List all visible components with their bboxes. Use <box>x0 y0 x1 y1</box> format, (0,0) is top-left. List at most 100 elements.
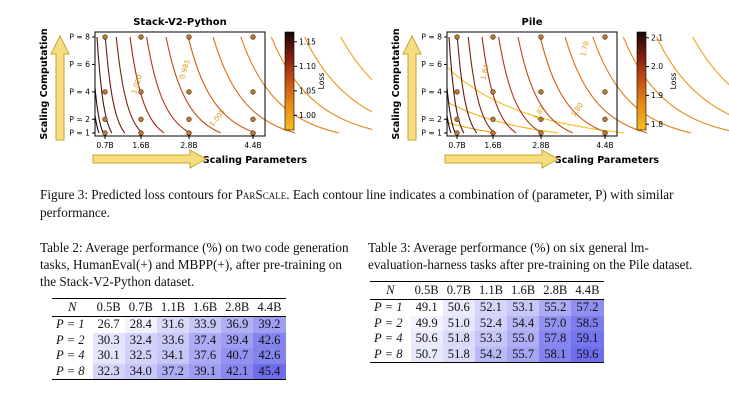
data-point <box>250 116 256 122</box>
table-cell: 37.6 <box>189 348 222 364</box>
x-tick-label: 2.8B <box>532 141 549 150</box>
table-row: P = 2 30.3 32.4 33.6 37.4 39.4 42.6 <box>52 332 286 348</box>
table-cell: 49.1 <box>410 299 443 316</box>
colorbar-label: Loss <box>317 73 326 90</box>
row-label: P = 1 <box>374 300 403 315</box>
table-cell: 45.4 <box>253 363 286 380</box>
table-cell: 42.6 <box>253 332 286 348</box>
table-cell: 54.2 <box>474 346 508 363</box>
data-point <box>250 34 256 40</box>
colorbar <box>636 31 647 131</box>
contour-line <box>592 36 692 134</box>
contour-line <box>212 36 296 134</box>
table-header-row: N 0.5B 0.7B 1.1B 1.6B 2.8B 4.4B <box>370 281 604 300</box>
row-label: P = 8 <box>56 363 85 378</box>
column-header-n: N <box>386 283 395 297</box>
x-tick-label: 1.6B <box>132 141 149 150</box>
table-cell: 59.6 <box>571 346 604 363</box>
data-point <box>538 116 544 122</box>
column-header: 4.4B <box>575 283 600 297</box>
method-name: ParScale <box>235 187 287 202</box>
table-cell: 55.7 <box>507 346 540 363</box>
data-point <box>602 89 608 95</box>
table-cell: 26.7 <box>92 316 125 333</box>
contour-line <box>564 36 648 134</box>
x-tick-label: 4.4B <box>244 141 261 150</box>
contour-line <box>187 36 257 134</box>
contour-line <box>481 36 517 134</box>
table-cell: 30.3 <box>92 332 125 348</box>
table-2: N 0.5B 0.7B 1.1B 1.6B 2.8B 4.4B P = 1 26.7 28.4 3… <box>52 298 286 380</box>
column-header: 0.7B <box>446 283 471 297</box>
y-tick-label: P = 1 <box>421 129 442 138</box>
table-header-row: N 0.5B 0.7B 1.1B 1.6B 2.8B 4.4B <box>52 298 286 317</box>
table-cell: 37.2 <box>156 363 190 380</box>
row-label: P = 4 <box>56 348 85 363</box>
data-point <box>602 130 608 136</box>
table-cell: 32.3 <box>92 363 125 380</box>
data-point <box>102 34 108 40</box>
table-row: P = 4 30.1 32.5 34.1 37.6 40.7 42.6 <box>52 348 286 364</box>
table-cell: 53.3 <box>474 331 508 347</box>
contour-line <box>656 36 729 115</box>
column-header-n: N <box>68 300 77 314</box>
data-point <box>138 89 144 95</box>
colorbar-tick-label: 1.8 <box>651 120 663 129</box>
table-row: P = 8 32.3 34.0 37.2 39.1 42.1 45.4 <box>52 363 286 380</box>
table-cell: 42.1 <box>221 363 254 380</box>
contour-label: 1.80 <box>570 101 585 118</box>
contour-line <box>165 36 222 134</box>
data-point <box>538 89 544 95</box>
colorbar <box>284 31 295 131</box>
table-cell: 58.1 <box>539 346 572 363</box>
plot-frame <box>94 31 266 137</box>
colorbar-tick-label: 1.15 <box>299 37 316 46</box>
column-header: 0.7B <box>128 300 153 314</box>
data-point <box>602 34 608 40</box>
colorbar-tick-label: 1.00 <box>299 111 316 120</box>
column-header: 1.6B <box>193 300 218 314</box>
data-point <box>138 130 144 136</box>
contour-line <box>456 36 478 134</box>
table-cell: 58.5 <box>571 315 604 331</box>
table-cell: 57.2 <box>571 299 604 316</box>
table-2-block: Table 2: Average performance (%) on two … <box>40 239 358 380</box>
x-tick-label: 2.8B <box>180 141 197 150</box>
table-row: P = 2 49.9 51.0 52.4 54.4 57.0 58.5 <box>370 315 604 331</box>
table-row: P = 4 50.6 51.8 53.3 55.0 57.8 59.1 <box>370 331 604 347</box>
y-axis-label: Scaling Computation <box>391 28 402 140</box>
data-point <box>454 116 460 122</box>
table-cell: 50.6 <box>442 299 475 316</box>
column-header: 0.5B <box>96 300 121 314</box>
contour-label: 1.84 <box>480 63 491 80</box>
y-axis-arrow <box>50 34 70 141</box>
data-point <box>538 34 544 40</box>
table-3-caption: Table 3: Average performance (%) on six … <box>368 240 693 272</box>
contour-line <box>498 36 543 134</box>
contour-label: 1.78 <box>579 40 591 57</box>
data-point <box>250 130 256 136</box>
table-row: P = 1 26.7 28.4 31.6 33.9 36.9 39.2 <box>52 316 286 333</box>
y-axis-arrow <box>402 34 422 141</box>
table-cell: 39.2 <box>253 316 286 333</box>
colorbar-tick-label: 1.05 <box>299 86 316 95</box>
table-cell: 57.0 <box>539 315 572 331</box>
column-header: 4.4B <box>257 300 282 314</box>
contour-label: 0.985 <box>178 59 192 81</box>
data-point <box>102 130 108 136</box>
plot-title: Stack-V2-Python <box>133 17 227 28</box>
data-point <box>490 89 496 95</box>
y-tick-label: P = 8 <box>69 33 90 42</box>
data-point <box>602 116 608 122</box>
y-axis-label: Scaling Computation <box>39 28 50 140</box>
column-header: 1.1B <box>160 300 186 314</box>
data-point <box>102 116 108 122</box>
row-label: P = 4 <box>374 331 403 346</box>
y-tick-label: P = 4 <box>69 87 90 96</box>
table-cell: 37.4 <box>189 332 222 348</box>
colorbar-tick-label: 1.9 <box>651 91 663 100</box>
colorbar-tick-label: 2.1 <box>651 33 663 42</box>
table-cell: 31.6 <box>156 316 190 333</box>
y-tick-label: P = 2 <box>421 115 442 124</box>
